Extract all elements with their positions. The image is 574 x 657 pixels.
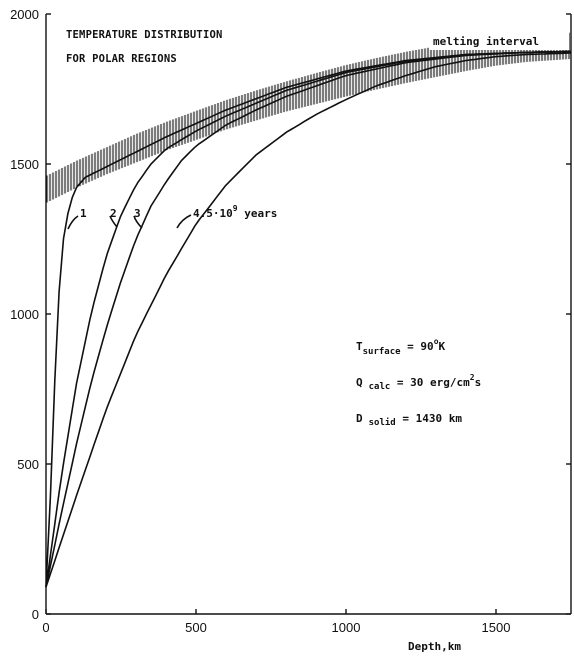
x-tick-label: 1000 bbox=[332, 620, 361, 635]
chart-title-line-1: TEMPERATURE DISTRIBUTION bbox=[66, 29, 223, 41]
age-label-exponent: 9 bbox=[233, 204, 238, 213]
age-label-pointer bbox=[176, 214, 192, 229]
series-line-2 bbox=[45, 50, 572, 588]
series-line-4 bbox=[45, 52, 572, 588]
age-label-suffix: years bbox=[238, 207, 278, 220]
curve-labels: 1 2 3 bbox=[67, 207, 143, 230]
curve-label-3: 3 bbox=[134, 207, 141, 220]
y-tick-label: 500 bbox=[17, 457, 39, 472]
x-tick-label: 1500 bbox=[482, 620, 511, 635]
age-label: 4.5·109 years bbox=[193, 204, 277, 220]
y-tick-label: 1000 bbox=[10, 307, 39, 322]
y-tick-label: 1500 bbox=[10, 157, 39, 172]
curve-label-pointer bbox=[109, 215, 118, 228]
melting-interval-text: melting interval bbox=[433, 35, 539, 48]
chart-title-line-2: FOR POLAR REGIONS bbox=[66, 53, 177, 65]
param-t-surface: Tsurface = 90oK bbox=[356, 337, 446, 357]
curve-label-pointer bbox=[67, 215, 79, 230]
curve-label-1: 1 bbox=[80, 207, 87, 220]
curve-label-pointer bbox=[133, 215, 143, 229]
temperature-curves bbox=[45, 50, 572, 588]
x-tick-label: 500 bbox=[185, 620, 207, 635]
series-line-3 bbox=[45, 50, 572, 588]
series-line-1 bbox=[45, 50, 572, 588]
y-tick-label: 0 bbox=[32, 607, 39, 622]
y-tick-label: 2000 bbox=[10, 7, 39, 22]
age-label-prefix: 4.5·10 bbox=[193, 207, 233, 220]
x-axis-label: Depth,km bbox=[408, 640, 461, 653]
melting-interval-label: melting interval bbox=[429, 31, 569, 50]
curve-label-2: 2 bbox=[110, 207, 117, 220]
axis-ticks: 0 500 1000 1500 2000 0 500 1000 1500 bbox=[10, 7, 571, 635]
x-tick-label: 0 bbox=[42, 620, 49, 635]
